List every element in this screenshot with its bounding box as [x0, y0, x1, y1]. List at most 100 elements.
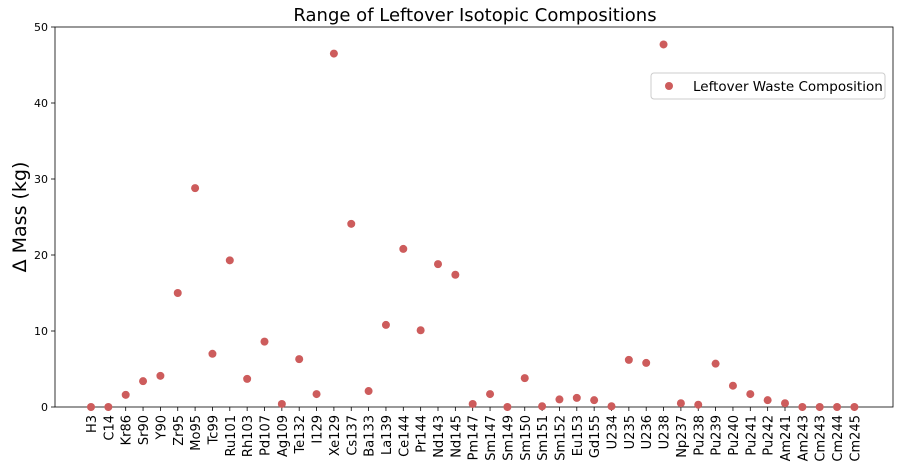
- data-point: [416, 326, 425, 335]
- chart-title: Range of Leftover Isotopic Compositions: [293, 5, 656, 26]
- x-tick-label: Ce144: [397, 415, 412, 457]
- x-tick-label: Am241: [779, 415, 794, 461]
- legend-box: [650, 72, 886, 100]
- data-point: [746, 390, 755, 399]
- data-point: [139, 377, 148, 386]
- data-point: [607, 402, 616, 411]
- x-tick-label: Pu241: [744, 415, 759, 456]
- y-axis: 0 10 20 30 40 50: [34, 21, 55, 414]
- x-tick-label: Nd145: [449, 415, 464, 458]
- data-points: [87, 40, 859, 411]
- x-tick-label: Sr90: [137, 415, 152, 445]
- y-tick-label: 20: [34, 249, 48, 262]
- y-axis-label: Δ Mass (kg): [9, 162, 31, 273]
- x-tick-label: Sm149: [501, 415, 516, 461]
- x-tick-label: Ru101: [224, 415, 239, 457]
- data-point: [121, 390, 130, 399]
- data-point: [728, 381, 737, 390]
- x-tick-label: Y90: [154, 415, 169, 440]
- x-tick-label: Mo95: [189, 415, 204, 451]
- x-tick-label: Nd143: [432, 415, 447, 458]
- x-tick-label: Sm147: [484, 415, 499, 461]
- x-tick-label: Am243: [796, 415, 811, 461]
- data-point: [555, 395, 564, 404]
- x-tick-label: Tc99: [206, 415, 221, 445]
- data-point: [87, 403, 95, 411]
- x-tick-label: Kr86: [120, 415, 135, 445]
- x-tick-label: Rh103: [241, 415, 256, 457]
- data-point: [277, 399, 286, 408]
- x-tick-label: Sm150: [519, 415, 534, 461]
- data-point: [798, 403, 807, 411]
- x-tick-label: Te132: [293, 415, 308, 455]
- data-point: [694, 400, 703, 409]
- data-point: [399, 244, 408, 253]
- x-axis: H3 C14 Kr86 Sr90 Y90 Zr95 Mo95 Tc99 Ru101 Rh103 Pd…: [85, 407, 863, 462]
- x-tick-label: Ba133: [363, 415, 378, 457]
- x-tick-label: Pm147: [467, 415, 482, 460]
- x-tick-label: U238: [658, 415, 673, 449]
- data-point: [329, 49, 338, 58]
- x-tick-label: Pu239: [710, 415, 725, 456]
- data-point: [225, 256, 234, 265]
- data-point: [208, 349, 217, 358]
- x-tick-label: Cm243: [814, 415, 829, 462]
- data-point: [434, 260, 442, 269]
- data-point: [451, 270, 460, 279]
- y-tick-label: 10: [34, 325, 48, 338]
- data-point: [520, 374, 529, 383]
- x-tick-label: Gd155: [588, 415, 603, 458]
- data-point: [781, 399, 789, 408]
- data-point: [711, 359, 720, 368]
- x-tick-label: Cm245: [848, 415, 863, 462]
- data-point: [381, 320, 390, 329]
- data-point: [815, 403, 824, 411]
- x-tick-label: Cs137: [345, 415, 360, 456]
- x-tick-label: Pd107: [259, 415, 274, 456]
- x-tick-label: Cm244: [831, 415, 846, 462]
- data-point: [642, 358, 651, 367]
- y-tick-label: 30: [34, 173, 48, 186]
- x-tick-label: Sm151: [536, 415, 551, 461]
- data-point: [260, 337, 269, 346]
- x-tick-label: Zr95: [172, 415, 187, 446]
- data-point: [833, 403, 842, 411]
- legend-label: Leftover Waste Composition: [693, 79, 883, 95]
- x-tick-label: Xe129: [328, 415, 343, 456]
- y-tick-label: 40: [34, 97, 48, 110]
- data-point: [624, 355, 633, 364]
- x-tick-label: U236: [640, 415, 655, 449]
- x-tick-label: Sm152: [553, 415, 568, 461]
- y-tick-label: 0: [41, 401, 48, 414]
- data-point: [295, 355, 304, 364]
- data-point: [538, 402, 547, 411]
- x-tick-label: Pu238: [692, 415, 707, 456]
- data-point: [104, 403, 113, 411]
- data-point: [763, 396, 772, 405]
- data-point: [468, 399, 477, 408]
- x-tick-label: U235: [623, 415, 638, 449]
- x-tick-label: Pu240: [727, 415, 742, 456]
- y-tick-label: 50: [34, 21, 48, 34]
- x-tick-label: Eu153: [571, 415, 586, 456]
- x-tick-label: Pr144: [415, 415, 430, 453]
- data-point: [156, 371, 165, 380]
- data-point: [503, 403, 512, 411]
- legend: Leftover Waste Composition: [650, 72, 886, 100]
- data-point: [572, 393, 581, 402]
- data-point: [486, 390, 495, 399]
- x-tick-label: U234: [606, 415, 621, 449]
- x-tick-label: Np237: [675, 415, 690, 458]
- data-point: [173, 289, 182, 297]
- x-tick-label: Pu242: [762, 415, 777, 456]
- x-tick-label: I129: [311, 415, 326, 444]
- x-tick-label: C14: [102, 415, 117, 441]
- data-point: [676, 399, 685, 408]
- data-point: [347, 219, 356, 228]
- data-point: [312, 390, 321, 399]
- x-tick-label: La139: [380, 415, 395, 455]
- data-point: [590, 396, 599, 405]
- data-point: [191, 184, 200, 193]
- x-tick-label: Ag109: [276, 415, 291, 457]
